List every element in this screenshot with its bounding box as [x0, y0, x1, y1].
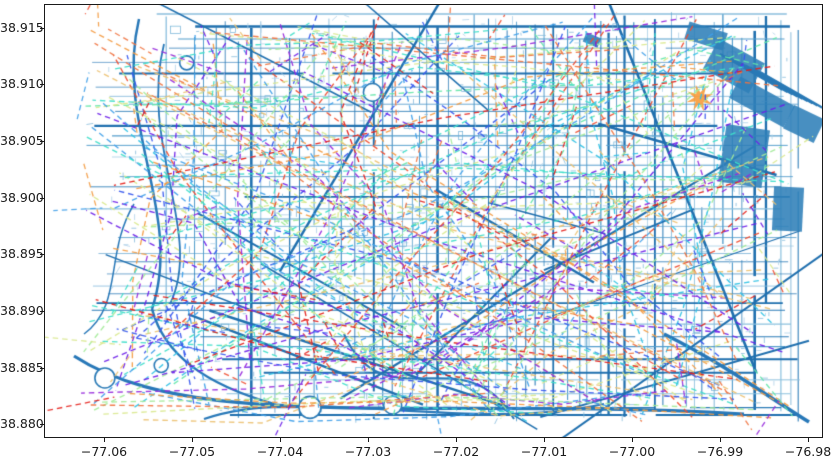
y-tick-label: 38.915 — [0, 19, 44, 35]
y-tick-mark — [40, 367, 44, 369]
x-tick-label: −77.06 — [80, 444, 128, 459]
x-tick-mark — [808, 438, 810, 442]
y-tick-mark — [40, 311, 44, 313]
x-tick-label: −77.04 — [256, 444, 304, 459]
x-tick-label: −76.98 — [784, 444, 832, 459]
x-tick-mark — [368, 438, 370, 442]
y-tick-label: 38.910 — [0, 76, 44, 92]
x-tick-mark — [544, 438, 546, 442]
x-tick-label: −76.99 — [696, 444, 744, 459]
y-tick-label: 38.885 — [0, 359, 44, 375]
y-tick-mark — [40, 141, 44, 143]
x-tick-mark — [104, 438, 105, 442]
x-tick-mark — [192, 438, 193, 442]
x-tick-label: −77.02 — [432, 444, 480, 459]
x-tick-mark — [632, 438, 634, 442]
y-tick-mark — [40, 197, 44, 199]
x-tick-mark — [280, 438, 282, 442]
y-tick-label: 38.890 — [0, 303, 44, 319]
x-tick-mark — [720, 438, 722, 442]
x-tick-label: −77.01 — [520, 444, 568, 459]
y-tick-mark — [40, 84, 44, 86]
x-tick-label: −77.00 — [608, 444, 656, 459]
y-tick-mark — [40, 424, 44, 426]
y-tick-label: 38.900 — [0, 189, 44, 205]
x-tick-mark — [456, 438, 458, 442]
y-tick-mark — [40, 27, 44, 29]
y-tick-mark — [40, 254, 44, 256]
x-tick-label: −77.05 — [168, 444, 216, 459]
y-tick-label: 38.905 — [0, 133, 44, 149]
y-tick-label: 38.880 — [0, 416, 44, 432]
map-canvas — [44, 4, 823, 438]
y-tick-label: 38.895 — [0, 246, 44, 262]
x-tick-label: −77.03 — [344, 444, 392, 459]
